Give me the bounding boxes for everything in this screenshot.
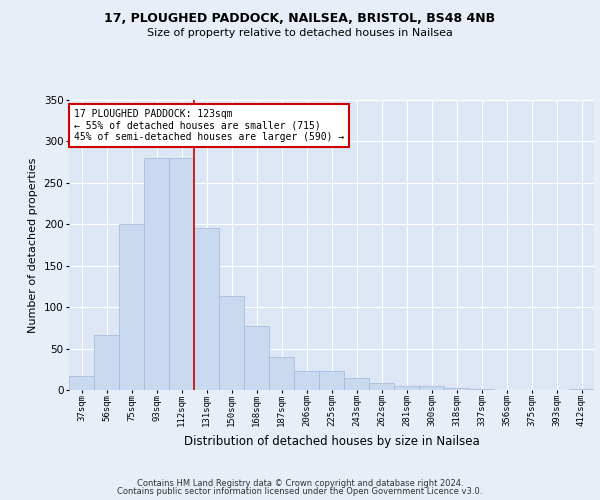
Bar (319, 371, 344, 390)
Text: Contains public sector information licensed under the Open Government Licence v3: Contains public sector information licen… (118, 488, 482, 496)
Bar (244, 326, 269, 390)
Bar (94, 336, 119, 390)
Bar (119, 224, 144, 390)
Text: 17 PLOUGHED PADDOCK: 123sqm
← 55% of detached houses are smaller (715)
45% of se: 17 PLOUGHED PADDOCK: 123sqm ← 55% of det… (74, 108, 344, 142)
Bar (569, 389, 594, 390)
Text: Contains HM Land Registry data © Crown copyright and database right 2024.: Contains HM Land Registry data © Crown c… (137, 478, 463, 488)
Bar (344, 378, 369, 390)
Bar (144, 158, 169, 390)
Bar (369, 382, 394, 390)
Bar (419, 386, 444, 390)
Bar (69, 376, 94, 390)
Bar (269, 357, 294, 390)
Bar (394, 386, 419, 390)
Text: 17, PLOUGHED PADDOCK, NAILSEA, BRISTOL, BS48 4NB: 17, PLOUGHED PADDOCK, NAILSEA, BRISTOL, … (104, 12, 496, 26)
Bar (219, 296, 244, 390)
Bar (469, 389, 494, 390)
X-axis label: Distribution of detached houses by size in Nailsea: Distribution of detached houses by size … (184, 434, 479, 448)
Y-axis label: Number of detached properties: Number of detached properties (28, 158, 38, 332)
Bar (294, 371, 319, 390)
Bar (169, 158, 194, 390)
Bar (194, 228, 219, 390)
Bar (444, 388, 469, 390)
Text: Size of property relative to detached houses in Nailsea: Size of property relative to detached ho… (147, 28, 453, 38)
